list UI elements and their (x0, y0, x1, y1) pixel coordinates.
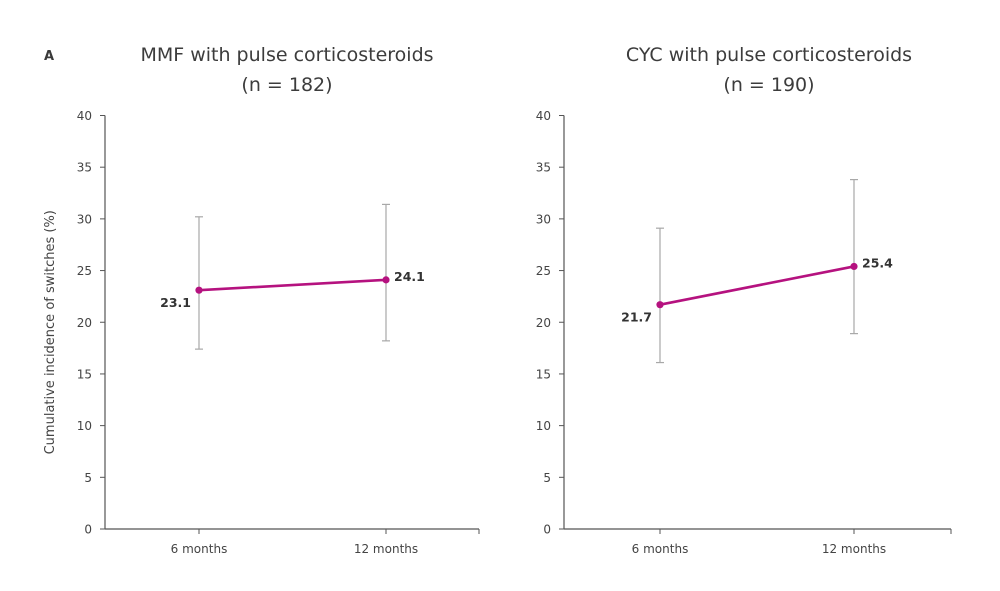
chart-panel-mmf: MMF with pulse corticosteroids (n = 182) 0… (43, 44, 480, 556)
y-tick-label: 0 (84, 523, 92, 537)
y-tick-label: 40 (536, 109, 551, 123)
x-tick-label: 6 months (171, 542, 228, 556)
chart-title: MMF with pulse corticosteroids (140, 44, 433, 66)
y-tick-label: 35 (77, 161, 92, 175)
data-point (382, 276, 390, 284)
data-label: 25.4 (862, 255, 893, 270)
y-tick-label: 20 (77, 316, 92, 330)
data-label: 23.1 (160, 295, 191, 310)
y-tick-label: 15 (77, 367, 92, 381)
data-point (850, 262, 858, 271)
y-tick-label: 5 (543, 471, 551, 485)
data-point (656, 301, 664, 309)
y-tick-label: 30 (77, 212, 92, 226)
y-tick-label: 20 (536, 316, 551, 330)
y-tick-label: 5 (84, 471, 92, 485)
x-tick-label: 12 months (822, 542, 886, 556)
x-tick-label: 12 months (354, 542, 418, 556)
series-line (198, 278, 387, 292)
y-tick-label: 40 (77, 109, 92, 123)
chart-subtitle: (n = 182) (241, 74, 332, 96)
y-tick-label: 35 (536, 161, 551, 175)
chart-title: CYC with pulse corticosteroids (626, 44, 912, 66)
y-tick-label: 30 (536, 212, 551, 226)
series-line (659, 265, 855, 306)
chart-panel-cyc: CYC with pulse corticosteroids (n = 190) 0… (536, 44, 952, 556)
y-tick-label: 10 (536, 419, 551, 433)
data-point (195, 286, 203, 294)
y-tick-label: 25 (77, 264, 92, 278)
x-tick-label: 6 months (632, 542, 689, 556)
y-tick-label: 0 (543, 523, 551, 537)
panel-letter: A (44, 49, 54, 64)
y-tick-label: 25 (536, 264, 551, 278)
y-tick-label: 10 (77, 419, 92, 433)
y-tick-label: 15 (536, 367, 551, 381)
data-label: 21.7 (621, 310, 652, 325)
y-axis-label: Cumulative incidence of switches (%) (43, 210, 58, 454)
data-label: 24.1 (394, 269, 425, 284)
chart-subtitle: (n = 190) (723, 74, 814, 96)
